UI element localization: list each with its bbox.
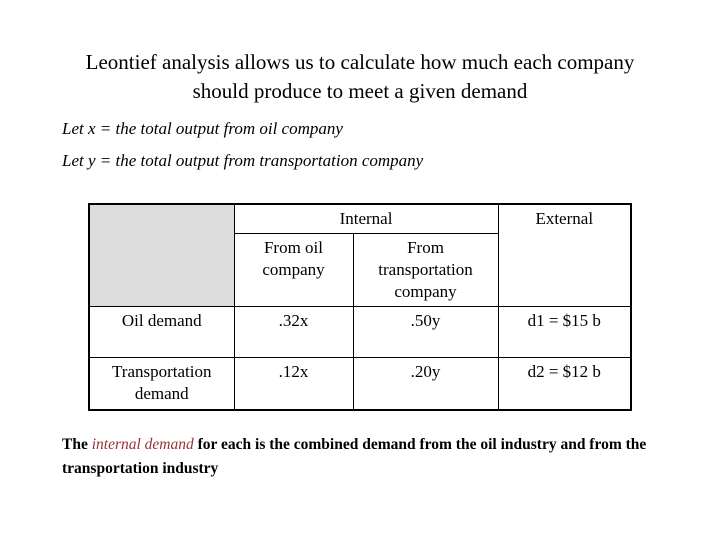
footer-highlight-internal-demand: internal demand	[91, 436, 194, 453]
footer-note: The internal demand for each is the comb…	[62, 433, 674, 481]
definition-y: Let y = the total output from transporta…	[62, 151, 424, 170]
cell-oil-external: d1 = $15 b	[497, 306, 632, 359]
table-header-row-1: Internal External	[88, 203, 632, 308]
cell-transport-external: d2 = $12 b	[497, 357, 632, 411]
footer-suffix: for each is the combined demand from the…	[62, 436, 647, 478]
slide-title: Leontief analysis allows us to calculate…	[85, 50, 635, 103]
row-label-oil-demand: Oil demand	[88, 306, 235, 359]
header-from-transportation: From transportation company	[352, 233, 499, 308]
header-external: External	[497, 203, 632, 308]
demand-table: Internal External From oil company From …	[88, 203, 632, 411]
header-internal: Internal	[233, 203, 499, 235]
row-label-transportation-demand: Transportation demand	[88, 357, 235, 411]
table-row-oil-demand: Oil demand .32x .50y d1 = $15 b	[88, 306, 632, 359]
table-corner-cell	[88, 203, 235, 308]
cell-transport-from-transport: .20y	[352, 357, 499, 411]
footer-prefix: The	[62, 436, 92, 453]
cell-oil-from-oil: .32x	[233, 306, 354, 359]
cell-transport-from-oil: .12x	[233, 357, 354, 411]
variable-definitions: Let x = the total output from oil compan…	[62, 119, 622, 183]
table-header-row-2: From oil company From transportation com…	[89, 233, 631, 308]
header-from-oil: From oil company	[233, 233, 354, 308]
table-row-transportation-demand: Transportation demand .12x .20y d2 = $12…	[88, 357, 632, 411]
cell-oil-from-transport: .50y	[352, 306, 499, 359]
definition-x: Let x = the total output from oil compan…	[62, 119, 343, 138]
